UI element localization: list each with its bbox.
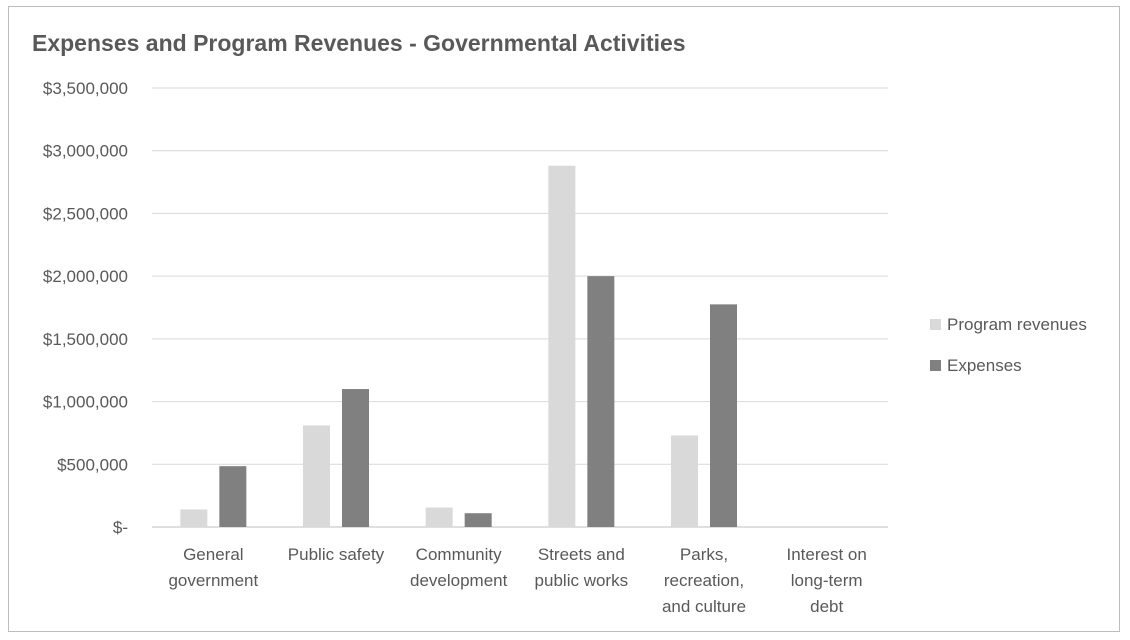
x-tick-label: Interest on long-term debt: [787, 545, 867, 616]
bars: [180, 165, 737, 527]
bar-program-revenues: [180, 509, 208, 527]
bar-expenses: [587, 276, 615, 527]
bar-program-revenues: [303, 425, 330, 527]
bar-expenses: [219, 466, 247, 527]
x-tick-label: Public safety: [288, 545, 385, 564]
y-axis-ticks: $- $500,000 $1,000,000 $1,500,000 $2,000,000…: [43, 79, 128, 537]
bar-program-revenues: [548, 165, 576, 527]
legend: Program revenues Expenses: [930, 315, 1087, 375]
legend-label: Expenses: [947, 356, 1022, 375]
y-tick-label: $-: [113, 518, 128, 537]
x-tick-label: General government: [168, 545, 258, 590]
y-tick-label: $3,000,000: [43, 142, 128, 161]
y-tick-label: $1,000,000: [43, 393, 128, 412]
x-tick-label: Parks, recreation, and culture: [662, 545, 746, 616]
legend-swatch: [930, 360, 941, 371]
x-tick-label: Streets and public works: [535, 545, 629, 590]
legend-label: Program revenues: [947, 315, 1087, 334]
y-tick-label: $500,000: [57, 455, 128, 474]
bar-expenses: [710, 304, 737, 527]
y-tick-label: $3,500,000: [43, 79, 128, 98]
bar-expenses: [342, 389, 369, 527]
x-axis-ticks: General government Public safety Community d…: [168, 545, 866, 616]
bar-program-revenues: [671, 435, 698, 527]
y-tick-label: $2,000,000: [43, 267, 128, 286]
y-tick-label: $1,500,000: [43, 330, 128, 349]
legend-swatch: [930, 319, 941, 330]
bar-expenses: [464, 513, 492, 527]
y-tick-label: $2,500,000: [43, 204, 128, 223]
x-tick-label: Community development: [410, 545, 508, 590]
gridlines: [152, 87, 888, 528]
chart-title: Expenses and Program Revenues - Governme…: [32, 30, 686, 56]
bar-program-revenues: [425, 507, 453, 527]
